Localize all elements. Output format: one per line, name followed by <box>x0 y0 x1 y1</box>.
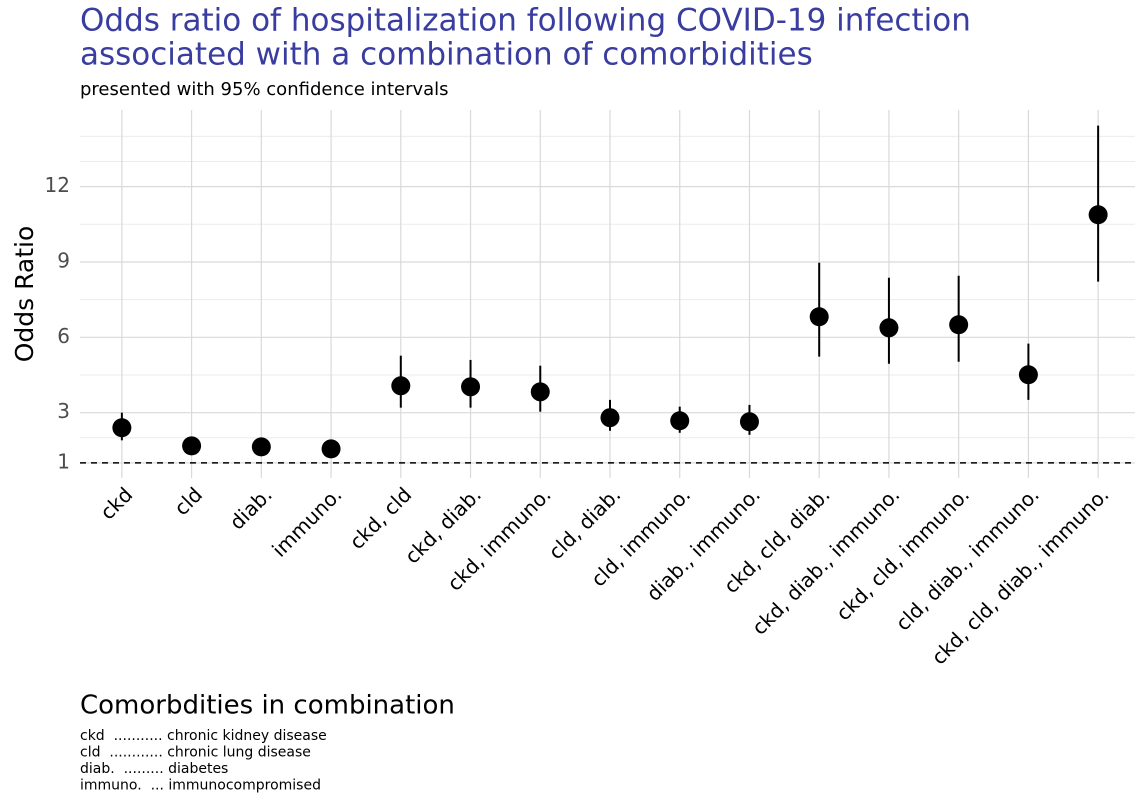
y-tick-label: 1 <box>57 449 70 473</box>
y-tick-label: 6 <box>57 324 70 348</box>
point <box>530 382 550 402</box>
y-tick-label: 9 <box>57 248 70 272</box>
x-tick-label: ckd <box>95 482 137 524</box>
caption-line: ckd ........... chronic kidney disease <box>80 728 327 744</box>
point <box>879 318 899 338</box>
x-tick-label: cld <box>169 482 207 520</box>
caption-line: cld ............ chronic lung disease <box>80 745 311 761</box>
point <box>321 439 341 459</box>
point <box>600 408 620 428</box>
point <box>809 307 829 327</box>
chart-title: Odds ratio of hospitalization following … <box>80 3 971 39</box>
point <box>670 411 690 431</box>
x-tick-label: ckd, cld <box>345 482 417 554</box>
point <box>1088 205 1108 225</box>
x-tick-label: ckd, cld, immuno. <box>831 482 974 625</box>
point <box>739 412 759 432</box>
point <box>112 418 132 438</box>
x-tick-label: diab. <box>225 482 277 534</box>
y-tick-label: 12 <box>45 173 70 197</box>
x-tick-label: immuno. <box>267 482 346 561</box>
point <box>182 436 202 456</box>
point <box>949 315 969 335</box>
caption-line: diab. ......... diabetes <box>80 761 228 777</box>
caption-line: immuno. ... immunocompromised <box>80 778 321 794</box>
chart-subtitle: presented with 95% confidence intervals <box>80 79 449 100</box>
chart-title: associated with a combination of comorbi… <box>80 37 813 73</box>
y-axis-label: Odds Ratio <box>10 226 39 363</box>
point <box>1018 365 1038 385</box>
point <box>251 437 271 457</box>
caption-title: Comorbdities in combination <box>80 691 455 721</box>
y-tick-label: 3 <box>57 399 70 423</box>
point <box>461 377 481 397</box>
point <box>391 376 411 396</box>
